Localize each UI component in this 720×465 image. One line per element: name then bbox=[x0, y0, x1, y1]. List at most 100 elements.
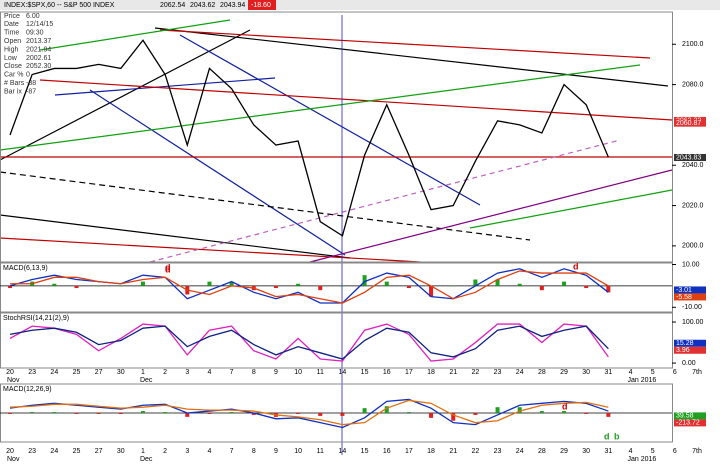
value-tag bbox=[674, 119, 706, 127]
x-tick-label: 23 bbox=[494, 369, 502, 376]
header-change: -18.60 bbox=[251, 2, 271, 9]
month-label: Nov bbox=[7, 377, 20, 384]
histogram-bar bbox=[562, 411, 567, 413]
info-value: 12/14/15 bbox=[26, 21, 53, 28]
info-label: # Bars bbox=[4, 80, 25, 87]
x-tick-label: 24 bbox=[516, 448, 524, 455]
histogram-bar bbox=[584, 413, 589, 414]
panel-title: StochRSI(14,21(2),9) bbox=[3, 315, 69, 322]
histogram-bar bbox=[340, 413, 345, 416]
y-tick-label: 2040.0 bbox=[682, 162, 704, 169]
histogram-bar bbox=[140, 281, 145, 286]
histogram-bar bbox=[96, 413, 101, 414]
histogram-bar bbox=[384, 281, 389, 286]
histogram-bar bbox=[384, 406, 389, 413]
histogram-bar bbox=[163, 412, 168, 413]
y-tick-label: 10.00 bbox=[682, 261, 700, 268]
y-tick-label: 2080.0 bbox=[682, 81, 704, 88]
info-label: Close bbox=[4, 63, 22, 70]
x-tick-label: 30 bbox=[117, 369, 125, 376]
x-tick-label: 7 bbox=[230, 448, 234, 455]
x-tick-label: 11 bbox=[317, 369, 324, 376]
annotation: b bbox=[614, 431, 620, 441]
x-tick-label: 24 bbox=[50, 448, 58, 455]
histogram-bar bbox=[539, 411, 544, 413]
histogram-bar bbox=[517, 283, 522, 286]
panel-border bbox=[0, 312, 673, 369]
x-tick-label: 31 bbox=[604, 369, 612, 376]
info-panel: Price 6.00 Date 12/14/15 Time 09:30 Open 2013.3… bbox=[4, 13, 53, 96]
month-label: Nov bbox=[7, 456, 20, 463]
x-tick-label: 10 bbox=[294, 448, 302, 455]
header-title: INDEX:$SPX,60 -- S&P 500 INDEX bbox=[4, 2, 115, 9]
value-tag bbox=[674, 154, 706, 162]
histogram-bar bbox=[207, 281, 212, 286]
x-tick-label: 23 bbox=[494, 448, 502, 455]
x-tick-label: 3 bbox=[185, 369, 189, 376]
value-tag-label: -213.72 bbox=[676, 420, 700, 427]
series-line bbox=[9, 39, 609, 237]
x-tick-label: 2 bbox=[163, 369, 167, 376]
histogram-bar bbox=[118, 413, 123, 414]
info-value: 09:30 bbox=[26, 30, 44, 37]
info-value: 2013.37 bbox=[26, 38, 51, 45]
info-value: 0 bbox=[26, 72, 30, 79]
month-label: Dec bbox=[140, 456, 153, 463]
x-tick-label: 1 bbox=[141, 448, 145, 455]
x-tick-label: 4 bbox=[207, 369, 211, 376]
x-tick-label: 29 bbox=[560, 448, 568, 455]
x-tick-label: 21 bbox=[449, 369, 457, 376]
series-line bbox=[9, 323, 609, 362]
histogram-bar bbox=[517, 407, 522, 413]
x-tick-label: 30 bbox=[582, 369, 590, 376]
series-line bbox=[9, 398, 609, 429]
x-tick-label: 4 bbox=[629, 448, 633, 455]
histogram-bar bbox=[118, 285, 123, 287]
annotation: d bbox=[165, 262, 171, 272]
x-tick-label: 7th bbox=[692, 448, 702, 455]
y-tick-label: -10.00 bbox=[682, 304, 702, 311]
x-tick-label: 28 bbox=[538, 448, 546, 455]
header-quote: 2043.94 bbox=[220, 2, 245, 9]
x-tick-label: 5 bbox=[651, 448, 655, 455]
y-tick-label: 2000.0 bbox=[682, 243, 704, 250]
histogram-bar bbox=[207, 413, 212, 414]
annotation: d bbox=[604, 431, 610, 441]
value-tag-label: 2043.83 bbox=[676, 154, 701, 161]
x-tick-label: 15 bbox=[361, 448, 369, 455]
histogram-bar bbox=[251, 413, 256, 415]
histogram-bar bbox=[74, 285, 79, 289]
x-tick-label: 21 bbox=[449, 448, 457, 455]
panel-border bbox=[0, 262, 673, 313]
y-tick-label: 2100.0 bbox=[682, 41, 704, 48]
histogram-bar bbox=[429, 285, 434, 297]
value-tag-label: 3.96 bbox=[676, 347, 690, 354]
info-label: Car % bbox=[4, 72, 23, 79]
header-bar bbox=[0, 0, 720, 10]
x-tick-label: 25 bbox=[73, 448, 81, 455]
histogram-bar bbox=[584, 285, 589, 289]
histogram-bar bbox=[318, 285, 323, 291]
x-tick-label: 22 bbox=[471, 448, 479, 455]
histogram-bar bbox=[606, 413, 611, 417]
y-tick-label: 100.00 bbox=[682, 319, 704, 326]
x-tick-label: 2 bbox=[163, 448, 167, 455]
info-value: -88 bbox=[26, 80, 36, 87]
histogram-bar bbox=[296, 413, 301, 414]
x-tick-label: 24 bbox=[516, 369, 524, 376]
histogram-bar bbox=[473, 279, 478, 286]
x-tick-label: 15 bbox=[361, 369, 369, 376]
x-tick-label: 4 bbox=[629, 369, 633, 376]
annotation: d bbox=[562, 401, 568, 411]
histogram-bar bbox=[406, 285, 411, 289]
x-tick-label: 23 bbox=[28, 369, 36, 376]
x-tick-label: 28 bbox=[538, 369, 546, 376]
histogram-bar bbox=[451, 413, 456, 421]
value-tag bbox=[674, 339, 706, 347]
value-tag bbox=[674, 293, 706, 301]
x-tick-label: 24 bbox=[50, 369, 58, 376]
info-value: 2002.61 bbox=[26, 55, 51, 62]
series-line bbox=[9, 399, 609, 426]
histogram-bar bbox=[539, 285, 544, 291]
